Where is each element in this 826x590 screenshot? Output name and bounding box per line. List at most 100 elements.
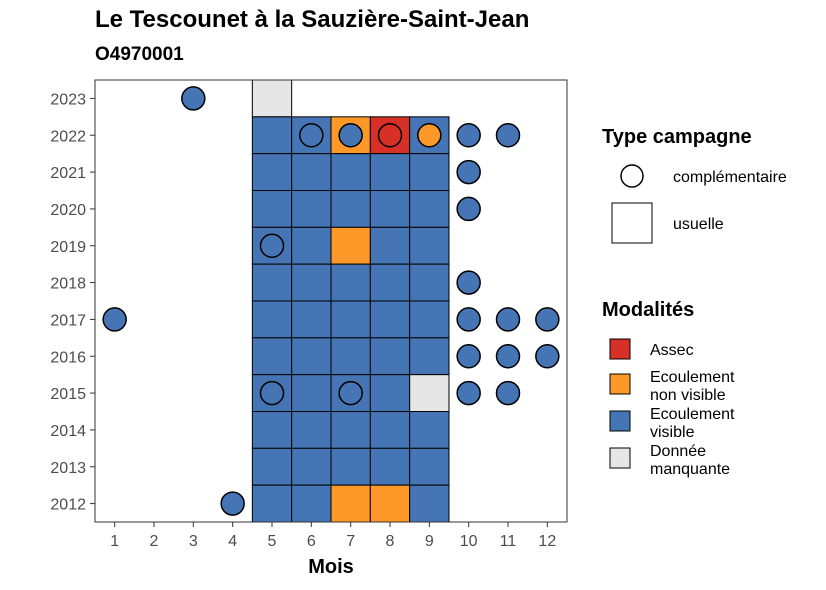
circle-2022-6 [299, 123, 324, 148]
legend-campaign-type: Type campagne complémentaire usuelle [602, 126, 787, 244]
square-2015-6 [291, 374, 332, 412]
square-2018-6 [291, 263, 332, 302]
circle-2012-4 [220, 491, 245, 516]
square-2012-6 [291, 484, 332, 523]
legend-campaign-label-0: complémentaire [673, 169, 787, 186]
square-2013-6 [291, 447, 332, 486]
circle-2016-11 [495, 344, 521, 369]
y-tick-label-2023: 2023 [50, 91, 86, 108]
circle-2022-11 [495, 123, 521, 148]
x-axis: 1 2 3 4 5 6 7 8 9 10 11 12 [110, 522, 556, 550]
y-tick-label-2018: 2018 [50, 276, 86, 293]
legend-label-donnee_manquante-0: Donnée [650, 443, 706, 460]
square-2021-8 [369, 153, 411, 192]
square-2012-7 [330, 484, 371, 523]
square-2016-9 [409, 337, 450, 376]
square-2019-9 [409, 226, 450, 265]
y-tick-label-2013: 2013 [50, 460, 86, 477]
square-2016-7 [330, 337, 371, 376]
square-2014-7 [330, 411, 371, 449]
legend-campaign-label-1: usuelle [673, 216, 724, 233]
x-tick-label-1: 1 [110, 533, 119, 550]
y-tick-label-2019: 2019 [50, 239, 86, 256]
legend-circle-key [620, 164, 644, 188]
square-2021-9 [409, 153, 450, 192]
square-2013-7 [330, 447, 371, 486]
circle-2019-5 [259, 233, 285, 258]
x-axis-title: Mois [308, 556, 354, 578]
square-2013-9 [409, 447, 450, 486]
circle-2017-10 [456, 307, 481, 332]
square-2012-5 [251, 484, 293, 523]
x-tick-label-12: 12 [538, 533, 556, 550]
plot-squares [251, 79, 450, 523]
square-2016-6 [291, 337, 332, 376]
square-2022-5 [251, 116, 293, 155]
circle-2016-10 [456, 344, 481, 369]
y-tick-label-2022: 2022 [50, 128, 86, 145]
y-tick-label-2015: 2015 [50, 386, 86, 403]
legend-swatch-ecoulement_non_visible [609, 373, 631, 395]
circle-2015-10 [456, 380, 481, 406]
x-tick-label-7: 7 [346, 533, 355, 550]
x-tick-label-10: 10 [460, 533, 478, 550]
square-2017-8 [369, 300, 411, 339]
y-tick-label-2012: 2012 [50, 497, 86, 514]
y-axis: 2012 2013 2014 2015 2016 2017 2018 2019 2020 2021… [50, 91, 95, 514]
square-2014-8 [369, 411, 411, 449]
square-2012-8 [369, 484, 411, 523]
square-2016-8 [369, 337, 411, 376]
square-2019-7 [330, 226, 371, 265]
square-2013-5 [251, 447, 293, 486]
square-2019-8 [369, 226, 411, 265]
square-2012-9 [409, 484, 450, 523]
circle-2020-10 [456, 196, 481, 222]
y-tick-label-2014: 2014 [50, 423, 86, 440]
y-tick-label-2020: 2020 [50, 202, 86, 219]
square-2017-9 [409, 300, 450, 339]
square-2016-5 [251, 337, 293, 376]
legend-label-ecoulement_visible-0: Ecoulement [650, 406, 735, 423]
square-2021-5 [251, 153, 293, 192]
square-2013-8 [369, 447, 411, 486]
circle-2023-3 [181, 86, 206, 111]
legend-label-ecoulement_non_visible-1: non visible [650, 387, 726, 404]
circle-2022-8 [377, 123, 403, 148]
legend-swatch-assec [609, 338, 631, 360]
x-tick-label-5: 5 [268, 533, 277, 550]
square-2017-7 [330, 300, 371, 339]
square-2021-6 [291, 153, 332, 192]
chart-subtitle: O4970001 [95, 44, 184, 65]
circle-2016-12 [535, 344, 560, 369]
square-2015-9 [409, 374, 450, 412]
circle-2015-7 [338, 380, 363, 406]
x-tick-label-3: 3 [189, 533, 198, 550]
legend-swatch-ecoulement_visible [609, 410, 631, 432]
square-2023-5 [251, 79, 293, 118]
legend-label-ecoulement_visible-1: visible [650, 424, 695, 441]
circle-2022-10 [456, 123, 481, 148]
x-tick-label-11: 11 [500, 533, 517, 550]
legend-swatch-donnee_manquante [609, 447, 631, 469]
legend-modalities-title: Modalités [602, 299, 694, 321]
y-tick-label-2021: 2021 [50, 165, 86, 182]
square-2020-9 [409, 190, 450, 228]
square-2014-6 [291, 411, 332, 449]
square-2015-8 [369, 374, 411, 412]
x-tick-label-6: 6 [307, 533, 316, 550]
circle-2017-1 [102, 307, 127, 332]
y-tick-label-2016: 2016 [50, 349, 86, 366]
square-2014-5 [251, 411, 293, 449]
plot-circles [102, 86, 560, 516]
legend-label-assec-0: Assec [650, 342, 694, 359]
circle-2021-10 [456, 159, 481, 185]
square-2018-8 [369, 263, 411, 302]
legend-campaign-title: Type campagne [602, 126, 752, 148]
legend-label-donnee_manquante-1: manquante [650, 461, 730, 478]
x-tick-label-4: 4 [228, 533, 237, 550]
plot-panel-border [94, 79, 568, 523]
x-tick-label-9: 9 [425, 533, 434, 550]
square-2018-7 [330, 263, 371, 302]
circle-2022-7 [338, 123, 363, 148]
